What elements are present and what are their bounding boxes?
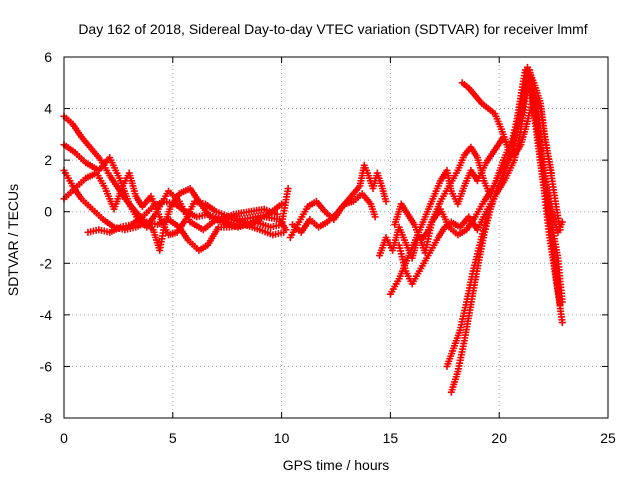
data-points <box>84 197 281 236</box>
y-tick-label: 0 <box>44 204 52 220</box>
y-tick-label: -6 <box>40 358 53 374</box>
y-tick-label: -4 <box>40 307 53 323</box>
data-points <box>288 190 379 236</box>
x-tick-label: 20 <box>491 430 507 446</box>
x-axis-label: GPS time / hours <box>283 457 390 473</box>
x-tick-label: 25 <box>600 430 616 446</box>
chart-title: Day 162 of 2018, Sidereal Day-to-day VTE… <box>78 21 587 37</box>
y-tick-label: 6 <box>44 49 52 65</box>
x-tick-label: 15 <box>383 430 399 446</box>
plot-frame <box>63 56 609 419</box>
data-marks <box>60 63 566 396</box>
axis-ticks <box>63 56 609 419</box>
x-tick-label: 5 <box>169 430 177 446</box>
x-tick-label: 10 <box>274 430 290 446</box>
series-track-14 <box>391 141 514 244</box>
y-axis-label: SDTVAR / TECUs <box>5 184 21 296</box>
y-tick-label: -2 <box>40 255 53 271</box>
x-tick-label: 0 <box>60 430 68 446</box>
y-tick-label: -8 <box>40 410 53 426</box>
y-tick-label: 2 <box>44 152 52 168</box>
series-track-7 <box>288 190 379 236</box>
y-tick-labels: -8 -6 -4 -2 0 2 4 6 <box>40 49 53 426</box>
series-track-5 <box>84 197 281 236</box>
grid-lines <box>64 57 608 418</box>
data-points <box>391 141 514 244</box>
x-tick-labels: 0 5 10 15 20 25 <box>60 430 616 446</box>
y-tick-label: 4 <box>44 101 52 117</box>
